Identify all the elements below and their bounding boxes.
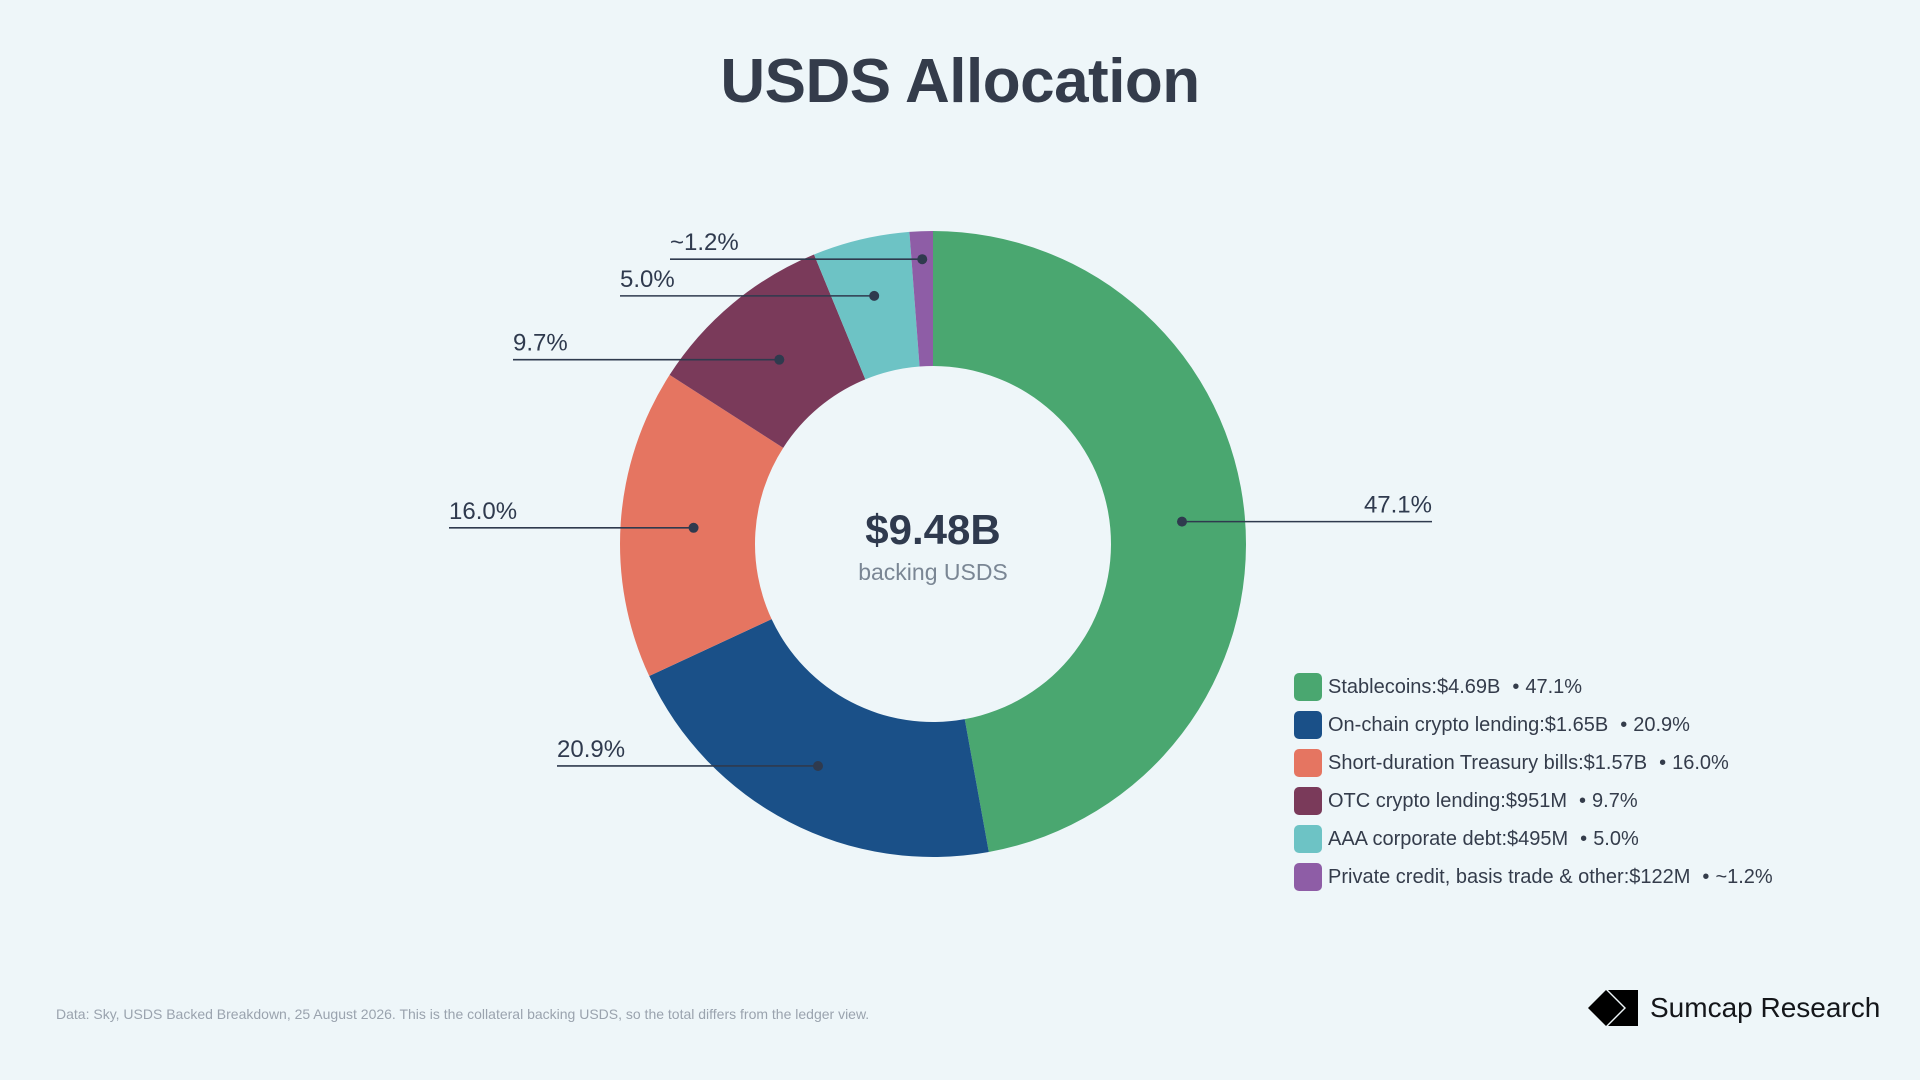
slice-label-4: 5.0% <box>620 266 675 293</box>
legend-colon: : <box>1431 675 1437 698</box>
legend-bullet: • <box>1659 751 1667 774</box>
slice-3 <box>669 254 866 448</box>
legend-name: Stablecoins <box>1328 675 1432 698</box>
chart-legend: Stablecoins: $4.69B • 47.1% On-chain crypto… <box>1294 668 1773 896</box>
legend-swatch <box>1294 749 1322 777</box>
legend-item-4: AAA corporate debt: $495M • 5.0% <box>1294 820 1773 858</box>
slice-2 <box>620 374 784 677</box>
callout-dot-5 <box>917 254 928 265</box>
callout-dot-4 <box>869 290 880 301</box>
legend-item-0: Stablecoins: $4.69B • 47.1% <box>1294 668 1773 706</box>
legend-bullet: • <box>1580 827 1588 850</box>
callout-dot-1 <box>812 760 823 771</box>
legend-colon: : <box>1500 789 1506 812</box>
slice-label-1: 20.9% <box>557 736 625 763</box>
slice-label-3: 9.7% <box>513 330 568 357</box>
source-note: Data: Sky, USDS Backed Breakdown, 25 Aug… <box>56 1006 870 1022</box>
slice-4 <box>814 231 920 380</box>
legend-swatch <box>1294 673 1322 701</box>
legend-colon: : <box>1501 827 1508 850</box>
legend-name: Private credit, basis trade & other <box>1328 865 1624 888</box>
center-caption: backing USDS <box>858 559 1008 585</box>
legend-amount: $951M <box>1505 789 1568 812</box>
legend-name: AAA corporate debt <box>1328 827 1502 850</box>
legend-percent: 9.7% <box>1592 789 1638 812</box>
legend-colon: : <box>1578 751 1584 774</box>
diamond-logo-icon <box>1588 990 1638 1026</box>
legend-bullet: • <box>1579 789 1587 812</box>
chart-title: USDS Allocation <box>720 47 1200 116</box>
slice-1 <box>649 619 989 857</box>
legend-amount: $4.69B <box>1436 675 1501 698</box>
legend-percent: 5.0% <box>1593 827 1639 850</box>
legend-item-5: Private credit, basis trade & other: $12… <box>1294 858 1773 896</box>
legend-swatch <box>1294 825 1322 853</box>
legend-item-3: OTC crypto lending: $951M • 9.7% <box>1294 782 1773 820</box>
legend-amount: $495M <box>1507 827 1569 850</box>
legend-amount: $122M <box>1629 865 1691 888</box>
brand-name: Sumcap Research <box>1650 992 1881 1023</box>
legend-colon: : <box>1539 713 1545 736</box>
legend-bullet: • <box>1512 675 1520 698</box>
slice-label-0: 47.1% <box>1364 492 1432 519</box>
donut-slices <box>620 231 1246 857</box>
legend-swatch <box>1294 787 1322 815</box>
legend-swatch <box>1294 711 1322 739</box>
legend-name: On-chain crypto lending <box>1328 713 1540 736</box>
callout-dot-2 <box>688 522 699 533</box>
slice-0 <box>933 231 1246 852</box>
legend-name: OTC crypto lending <box>1328 789 1501 812</box>
legend-bullet: • <box>1702 865 1710 888</box>
legend-percent: 47.1% <box>1525 675 1583 698</box>
callout-dot-3 <box>774 354 785 365</box>
donut-callouts: 47.1% 20.9% 16.0% 9.7% 5.0% ~1.2% <box>449 229 1432 771</box>
slice-label-5: ~1.2% <box>670 229 739 256</box>
legend-swatch <box>1294 863 1322 891</box>
legend-name: Short-duration Treasury bills <box>1328 751 1579 774</box>
slice-label-2: 16.0% <box>449 498 517 525</box>
brand: Sumcap Research <box>1588 988 1880 1028</box>
legend-amount: $1.57B <box>1583 751 1648 774</box>
legend-colon: : <box>1623 865 1630 888</box>
legend-amount: $1.65B <box>1544 713 1609 736</box>
legend-percent: 16.0% <box>1672 751 1729 774</box>
legend-percent: 20.9% <box>1633 713 1690 736</box>
slice-5 <box>909 231 933 367</box>
center-total: $9.48B <box>865 506 1000 553</box>
legend-bullet: • <box>1620 713 1628 736</box>
legend-item-1: On-chain crypto lending: $1.65B • 20.9% <box>1294 706 1773 744</box>
legend-item-2: Short-duration Treasury bills: $1.57B • 16… <box>1294 744 1773 782</box>
callout-dot-0 <box>1176 516 1187 527</box>
legend-percent: ~1.2% <box>1715 865 1773 888</box>
